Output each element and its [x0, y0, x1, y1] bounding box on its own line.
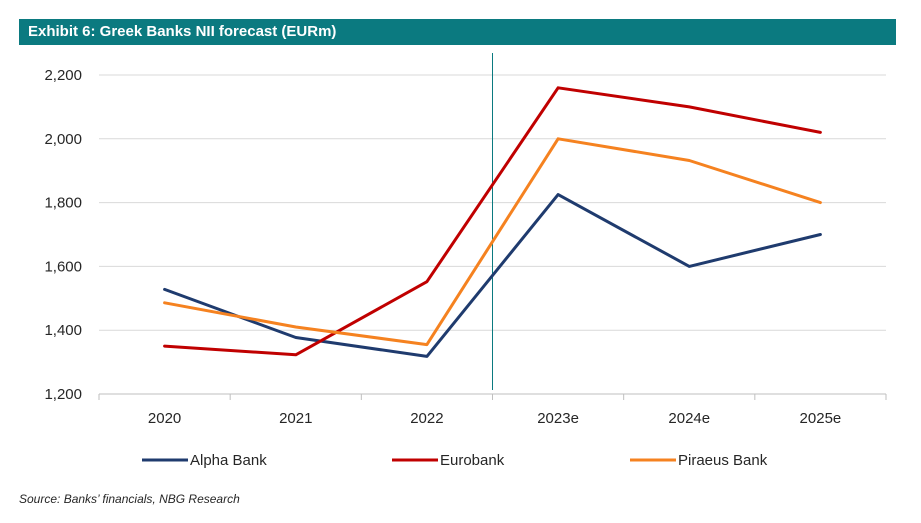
legend-label: Piraeus Bank [678, 452, 768, 469]
legend-item-alpha-bank: Alpha Bank [142, 452, 267, 469]
x-tick-label: 2025e [800, 410, 842, 427]
y-tick-label: 2,200 [44, 67, 82, 84]
legend-item-piraeus-bank: Piraeus Bank [630, 452, 768, 469]
chart-title: Exhibit 6: Greek Banks NII forecast (EUR… [19, 19, 896, 45]
y-tick-label: 1,800 [44, 195, 82, 212]
y-tick-label: 1,600 [44, 258, 82, 275]
x-axis: 2020 2021 2022 2023e 2024e 2025e [98, 394, 887, 427]
series-line-eurobank [163, 86, 822, 357]
legend: Alpha Bank Eurobank Piraeus Bank [142, 452, 768, 469]
x-tick-label: 2022 [410, 410, 443, 427]
y-tick-label: 2,000 [44, 131, 82, 148]
y-axis: 1,200 1,400 1,600 1,800 2,000 2,200 [44, 67, 82, 403]
series-line-piraeus-bank [163, 137, 822, 347]
legend-label: Alpha Bank [190, 452, 267, 469]
x-tick-label: 2020 [148, 410, 181, 427]
x-tick-label: 2023e [537, 410, 579, 427]
legend-label: Eurobank [440, 452, 505, 469]
series-lines [163, 86, 822, 358]
x-tick-label: 2021 [279, 410, 312, 427]
legend-item-eurobank: Eurobank [392, 452, 505, 469]
y-tick-label: 1,400 [44, 322, 82, 339]
source-note: Source: Banks’ financials, NBG Research [19, 492, 240, 506]
series-line-alpha-bank [163, 193, 822, 358]
x-tick-label: 2024e [668, 410, 710, 427]
y-tick-label: 1,200 [44, 386, 82, 403]
